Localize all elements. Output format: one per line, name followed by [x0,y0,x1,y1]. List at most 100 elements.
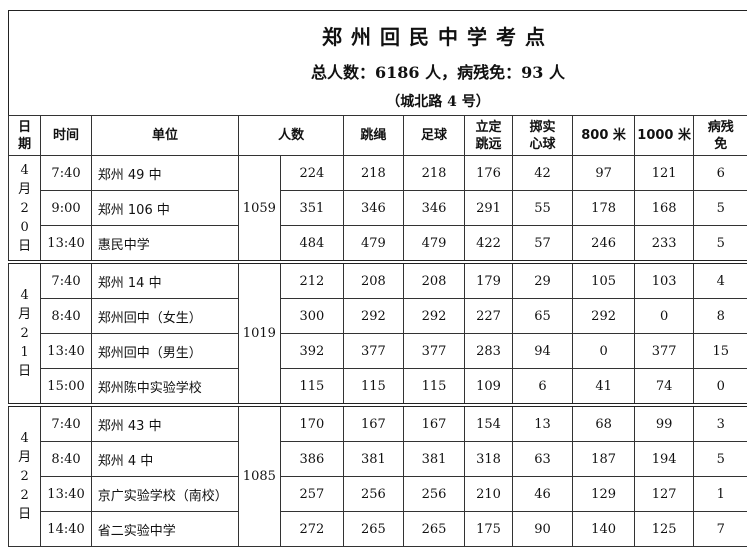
header-ball: 掷实心球 [511,115,574,156]
cell-800m: 41 [572,368,635,407]
cell-800m: 0 [572,333,635,369]
cell-football: 346 [402,190,466,226]
cell-count: 272 [279,511,345,547]
cell-jump: 318 [464,441,513,477]
cell-football: 381 [402,441,466,477]
cell-1000m: 168 [633,190,695,226]
cell-unit: 郑州 106 中 [90,190,240,226]
cell-unit: 省二实验中学 [90,511,240,547]
table-row: 8:40 郑州 4 中 386 381 381 318 63 187 194 5 [9,441,747,477]
cell-ball: 55 [511,190,574,226]
cell-jump: 154 [464,403,513,442]
cell-rope: 265 [343,511,404,547]
cell-1000m: 74 [633,368,695,407]
cell-football: 167 [402,403,466,442]
cell-rope: 208 [343,260,404,299]
cell-ball: 42 [511,155,574,191]
address-text: （城北路 4 号） [386,94,490,110]
cell-count: 351 [279,190,345,226]
cell-count: 115 [279,368,345,407]
cell-day-total: 1019 [238,260,281,406]
cell-time: 7:40 [40,260,92,299]
cell-unit: 惠民中学 [90,225,240,264]
cell-ball: 90 [511,511,574,547]
cell-800m: 246 [572,225,635,264]
schedule-table: 日期 时间 单位 人数 跳绳 足球 立定跳远 掷实心球 800 米 1000 米… [7,115,747,547]
cell-800m: 187 [572,441,635,477]
cell-time: 15:00 [40,368,92,407]
cell-exempt: 7 [693,511,747,547]
document-header: 郑州回民中学考点 总人数：6186 人，病残免：93 人 （城北路 4 号） [8,10,747,115]
cell-count: 300 [279,298,345,334]
cell-date: 4月22日 [7,403,42,547]
table-row: 13:40 郑州回中（男生） 392 377 377 283 94 0 377 15 [9,333,747,369]
cell-jump: 227 [464,298,513,334]
table-row: 8:40 郑州回中（女生） 300 292 292 227 65 292 0 8 [9,298,747,334]
cell-count: 386 [279,441,345,477]
cell-time: 9:00 [40,190,92,226]
cell-1000m: 99 [633,403,695,442]
cell-rope: 256 [343,476,404,512]
cell-ball: 13 [511,403,574,442]
cell-1000m: 194 [633,441,695,477]
cell-800m: 105 [572,260,635,299]
cell-football: 265 [402,511,466,547]
cell-unit: 郑州 49 中 [90,155,240,191]
cell-exempt: 5 [693,441,747,477]
header-time: 时间 [40,115,92,156]
cell-ball: 29 [511,260,574,299]
cell-800m: 97 [572,155,635,191]
cell-count: 484 [279,225,345,264]
cell-football: 208 [402,260,466,299]
cell-unit: 郑州陈中实验学校 [90,368,240,407]
cell-jump: 422 [464,225,513,264]
table-row: 9:00 郑州 106 中 351 346 346 291 55 178 168 5 [9,190,747,226]
cell-1000m: 377 [633,333,695,369]
cell-unit: 京广实验学校（南校） [90,476,240,512]
cell-football: 115 [402,368,466,407]
cell-count: 170 [279,403,345,442]
cell-rope: 377 [343,333,404,369]
cell-exempt: 1 [693,476,747,512]
header-1000m: 1000 米 [633,115,695,156]
cell-unit: 郑州回中（男生） [90,333,240,369]
cell-exempt: 5 [693,190,747,226]
cell-unit: 郑州 43 中 [90,403,240,442]
cell-ball: 94 [511,333,574,369]
header-jump: 立定跳远 [464,115,513,156]
cell-800m: 129 [572,476,635,512]
cell-rope: 292 [343,298,404,334]
cell-jump: 175 [464,511,513,547]
cell-jump: 210 [464,476,513,512]
header-rope: 跳绳 [343,115,404,156]
cell-time: 13:40 [40,333,92,369]
cell-time: 7:40 [40,155,92,191]
cell-date: 4月21日 [7,260,42,406]
cell-1000m: 125 [633,511,695,547]
cell-ball: 65 [511,298,574,334]
cell-unit: 郑州 4 中 [90,441,240,477]
cell-time: 7:40 [40,403,92,442]
cell-football: 292 [402,298,466,334]
table-row: 13:40 惠民中学 484 479 479 422 57 246 233 5 [9,225,747,264]
cell-time: 8:40 [40,441,92,477]
cell-1000m: 103 [633,260,695,299]
cell-time: 13:40 [40,476,92,512]
cell-unit: 郑州回中（女生） [90,298,240,334]
cell-exempt: 3 [693,403,747,442]
cell-rope: 167 [343,403,404,442]
header-800m: 800 米 [572,115,635,156]
cell-jump: 176 [464,155,513,191]
table-row: 4月22日 7:40 郑州 43 中 1085 170 167 167 154 13 68 99 3 [7,403,747,547]
cell-ball: 46 [511,476,574,512]
header-football: 足球 [402,115,466,156]
cell-exempt: 0 [693,368,747,407]
table-row: 4月20日 7:40 郑州 49 中 1059 224 218 218 176 42 97 121 6 [7,155,747,263]
header-exempt: 病残免 [693,115,747,156]
cell-time: 8:40 [40,298,92,334]
cell-time: 14:40 [40,511,92,547]
cell-count: 257 [279,476,345,512]
cell-rope: 218 [343,155,404,191]
cell-1000m: 127 [633,476,695,512]
table-row: 14:40 省二实验中学 272 265 265 175 90 140 125 7 [9,511,747,547]
